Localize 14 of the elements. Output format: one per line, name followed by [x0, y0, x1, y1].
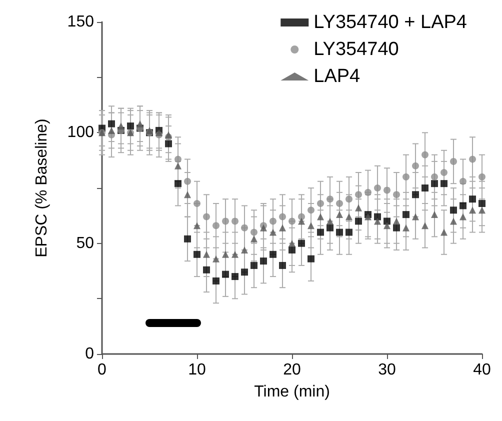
y-axis-title: EPSC (% Baseline)	[34, 118, 50, 258]
legend-label: LY354740	[314, 39, 399, 60]
legend-label: LAP4	[314, 66, 361, 87]
y-tick-label: 50	[76, 234, 94, 252]
y-tick-label: 0	[85, 346, 94, 362]
x-axis-title: Time (min)	[254, 384, 330, 400]
x-tick-label: 0	[98, 362, 107, 378]
x-tick-label: 30	[378, 362, 396, 378]
x-tick-label: 10	[188, 362, 206, 378]
y-tick-label: 150	[67, 14, 94, 30]
y-tick-label: 100	[67, 124, 94, 142]
legend-label: LY354740 + LAP4	[314, 12, 468, 33]
x-tick-label: 40	[473, 362, 491, 378]
x-tick-label: 20	[283, 362, 301, 378]
